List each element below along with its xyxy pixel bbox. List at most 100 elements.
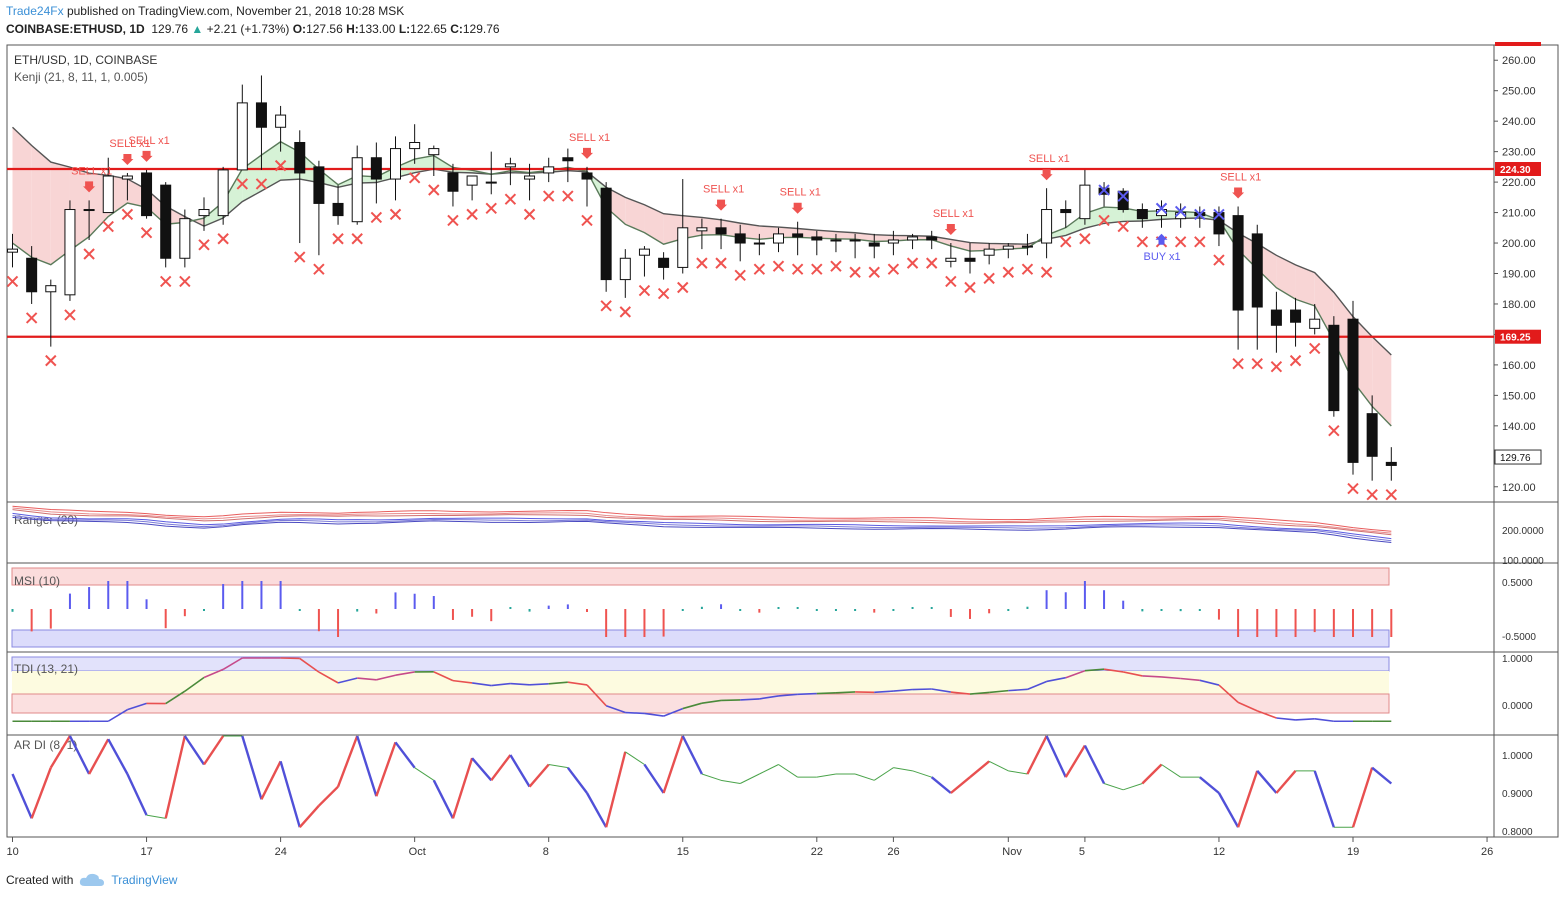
candle-body xyxy=(562,157,574,162)
last-price: 129.76 xyxy=(151,22,189,36)
price-tick-label: 190.00 xyxy=(1502,269,1536,281)
x-marker-buy xyxy=(1155,202,1168,215)
sell-signal-label: SELL x1 xyxy=(569,132,610,144)
publisher-link[interactable]: Trade24Fx xyxy=(6,4,64,18)
candle-body xyxy=(907,236,919,241)
ardi-line-segment xyxy=(490,754,512,782)
close-value: 129.76 xyxy=(462,22,500,36)
x-marker xyxy=(274,159,287,172)
candle-body xyxy=(638,248,650,256)
x-marker xyxy=(677,281,689,294)
x-marker xyxy=(140,226,153,239)
kenji-indicator-label: Kenji (21, 8, 11, 1, 0.005) xyxy=(14,70,148,84)
low-label: L: xyxy=(398,22,411,36)
ardi-line-segment xyxy=(1351,767,1374,828)
x-tick-label: 15 xyxy=(677,846,689,858)
ardi-line-segment xyxy=(1045,735,1067,778)
x-marker xyxy=(25,312,38,324)
tradingview-link[interactable]: TradingView xyxy=(111,873,178,887)
x-marker xyxy=(734,269,746,282)
ardi-line-segment xyxy=(1083,744,1106,785)
sell-arrow-icon xyxy=(791,202,804,214)
ardi-line-segment xyxy=(414,767,435,781)
price-tick-label: 150.00 xyxy=(1502,390,1536,402)
candle-body xyxy=(198,209,210,217)
ardi-line-segment xyxy=(241,735,263,800)
candle-body xyxy=(849,239,861,242)
ardi-line-segment xyxy=(1161,764,1181,778)
x-marker xyxy=(198,239,210,251)
candle-body xyxy=(390,148,401,180)
x-marker xyxy=(1289,354,1302,367)
sell-signal-label: SELL x1 xyxy=(109,138,150,150)
tdi-line-segment xyxy=(1123,671,1143,677)
x-marker xyxy=(313,263,325,275)
ardi-line-segment xyxy=(164,735,187,819)
sell-signal-label: SELL x1 xyxy=(933,208,974,220)
tdi-line-segment xyxy=(1046,676,1066,683)
candle-body xyxy=(409,141,421,150)
ardi-line-segment xyxy=(30,767,52,819)
kenji-cloud-segment xyxy=(1276,255,1296,300)
x-marker xyxy=(906,257,919,269)
candle-body xyxy=(734,233,746,244)
x-marker xyxy=(1079,233,1091,245)
x-marker xyxy=(408,172,421,184)
tdi-line-segment xyxy=(1084,668,1105,672)
symbol-label: COINBASE:ETHUSD, 1D xyxy=(6,22,145,36)
x-marker xyxy=(351,233,363,245)
candle-body xyxy=(658,257,670,268)
candle-body xyxy=(926,236,938,241)
msi-upper-zone xyxy=(11,567,1390,586)
x-marker xyxy=(791,263,804,275)
tdi-line-segment xyxy=(644,712,664,717)
price-tick-label: 260.00 xyxy=(1502,55,1536,67)
x-tick-label: 24 xyxy=(275,846,287,858)
candle-body xyxy=(677,227,689,268)
tdi-line-segment xyxy=(299,657,320,673)
candle-body xyxy=(696,227,708,232)
x-marker-buy xyxy=(1194,208,1206,221)
tdi-upper-zone xyxy=(11,656,1390,672)
tdi-line-segment xyxy=(529,683,549,686)
candle-body xyxy=(1328,324,1340,412)
ardi-line-segment xyxy=(604,751,627,828)
candle-body xyxy=(715,227,727,235)
ardi-line-segment xyxy=(88,738,110,775)
chart-frame xyxy=(6,44,1559,838)
sell-arrow-icon xyxy=(140,150,153,162)
ardi-line-segment xyxy=(432,779,455,819)
candle-body xyxy=(830,239,842,242)
candle-body xyxy=(217,169,229,217)
high-value: 133.00 xyxy=(358,22,396,36)
tradingview-cloud-icon xyxy=(80,873,105,886)
x-tick-label: 12 xyxy=(1213,846,1225,858)
x-marker xyxy=(389,208,402,221)
ardi-line-segment xyxy=(873,767,894,781)
x-marker-buy xyxy=(1098,184,1110,196)
ardi-line-segment xyxy=(183,735,205,766)
ardi-line-segment xyxy=(146,814,166,819)
candle-body xyxy=(45,285,57,293)
x-marker xyxy=(102,220,114,233)
candle-body xyxy=(102,175,114,214)
x-tick-label: 26 xyxy=(1481,846,1493,858)
x-marker xyxy=(638,284,651,297)
tdi-line-segment xyxy=(1180,677,1200,682)
tdi-line-segment xyxy=(605,704,626,714)
candle-body xyxy=(83,209,95,212)
price-tick-label: 240.00 xyxy=(1502,116,1536,128)
ardi-line-segment xyxy=(1217,792,1240,828)
x-marker xyxy=(619,306,632,318)
tdi-line-segment xyxy=(1295,718,1315,721)
ranger-band-line xyxy=(12,516,1392,543)
ardi-line-segment xyxy=(509,754,531,788)
candle-body xyxy=(236,102,248,171)
candle-body xyxy=(1079,184,1091,220)
tdi-line-segment xyxy=(165,690,186,705)
tdi-line-segment xyxy=(778,693,798,697)
ardi-tick-label: 1.0000 xyxy=(1502,751,1533,762)
x-marker xyxy=(830,260,842,272)
ardi-line-segment xyxy=(203,735,225,766)
